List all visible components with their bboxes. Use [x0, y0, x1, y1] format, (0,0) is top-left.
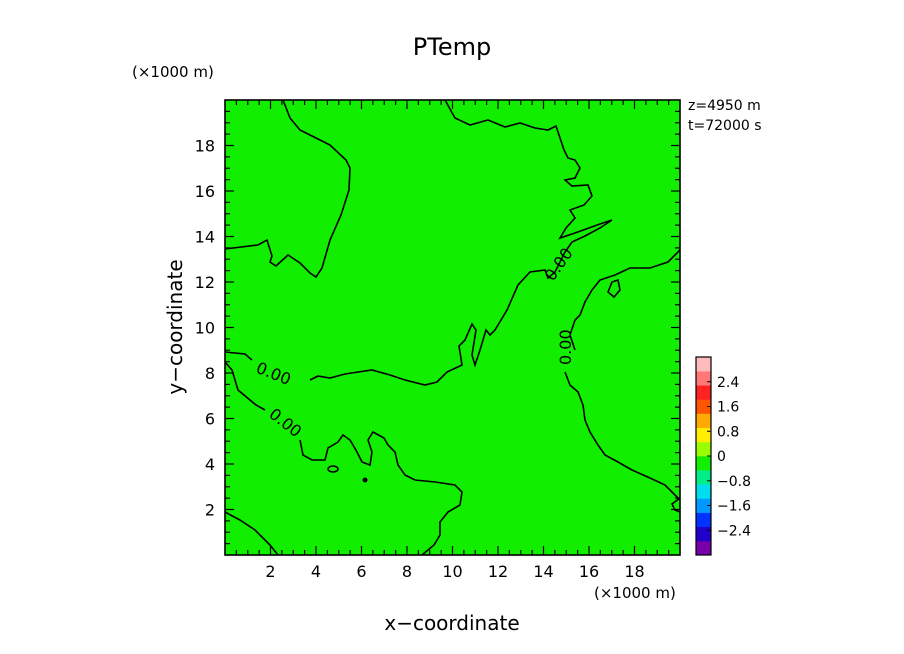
x-tick-label: 16	[579, 562, 599, 581]
colorbar-segment	[696, 470, 711, 485]
colorbar-segment	[696, 456, 711, 471]
colorbar-tick-label: −1.6	[717, 499, 751, 515]
y-tick-label: 10	[195, 319, 215, 338]
contour-line-left-lower	[224, 351, 253, 361]
y-tick-label: 6	[205, 410, 215, 429]
contour-lines	[224, 99, 681, 556]
colorbar-tick-label: 0	[717, 449, 726, 465]
x-axis-label: x−coordinate	[384, 611, 519, 635]
x-tick-label: 18	[624, 562, 644, 581]
x-tick-label: 14	[533, 562, 553, 581]
colorbar-tick-label: 0.8	[717, 424, 739, 440]
x-tick-label: 12	[488, 562, 508, 581]
colorbar-segment	[696, 371, 711, 386]
y-tick-label: 16	[195, 182, 215, 201]
x-tick-label: 10	[442, 562, 462, 581]
colorbar-segment	[696, 540, 711, 556]
contour-line-right-loop	[607, 278, 621, 299]
x-tick-label: 8	[402, 562, 412, 581]
y-tick-label: 4	[205, 455, 215, 474]
annotation-z: z=4950 m	[688, 98, 761, 114]
colorbar-labels: 2.4 1.6 0.8 0 −0.8 −1.6 −2.4	[717, 375, 751, 540]
y-tick-label: 8	[205, 364, 215, 383]
y-axis-ticks	[225, 110, 680, 545]
contour-line-middle	[224, 361, 266, 411]
y-tick-label: 18	[195, 137, 215, 156]
colorbar-segment	[696, 385, 711, 400]
colorbar-segment	[696, 427, 711, 443]
colorbar	[695, 356, 712, 556]
y-tick-label: 2	[205, 501, 215, 520]
colorbar-tick-label: 1.6	[717, 400, 739, 416]
contour-line-top-left	[224, 99, 351, 279]
colorbar-segment	[696, 413, 711, 429]
colorbar-segment	[696, 357, 711, 372]
colorbar-segment	[696, 526, 711, 542]
colorbar-segment	[696, 512, 711, 528]
annotation-t: t=72000 s	[688, 118, 762, 134]
colorbar-segment	[696, 399, 711, 414]
x-axis-ticks	[235, 100, 670, 555]
colorbar-segment	[696, 484, 711, 499]
x-tick-label: 2	[265, 562, 275, 581]
colorbar-tick-label: 2.4	[717, 375, 739, 391]
x-axis-tick-labels: 2 4 6 8 10 12 14 16 18	[265, 562, 644, 581]
contour-loop-small	[327, 465, 339, 473]
plot-field	[225, 100, 680, 555]
contour-line-top-center	[309, 99, 613, 386]
contour-label-4: 0.00	[556, 329, 575, 365]
y-axis-tick-labels: 2 4 6 8 10 12 14 16 18	[195, 137, 215, 520]
contour-line-right-edge-loop	[670, 497, 681, 513]
contour-line-center-lower	[299, 430, 463, 556]
contour-line-bottom-left	[224, 511, 279, 556]
x-tick-label: 6	[356, 562, 366, 581]
x-unit-label: (×1000 m)	[594, 584, 676, 602]
chart-title: PTemp	[413, 33, 491, 61]
colorbar-segment	[696, 498, 711, 513]
y-tick-label: 14	[195, 228, 215, 247]
contour-line-right-lower	[564, 371, 681, 501]
y-axis-label: y−coordinate	[163, 259, 187, 394]
contour-point	[362, 477, 368, 483]
colorbar-tick-label: −0.8	[717, 474, 751, 490]
x-tick-label: 4	[311, 562, 321, 581]
colorbar-segment	[696, 441, 711, 457]
colorbar-tick-label: −2.4	[717, 523, 751, 539]
y-unit-label: (×1000 m)	[132, 63, 214, 81]
y-tick-label: 12	[195, 273, 215, 292]
contour-line-right-upper	[569, 249, 681, 351]
